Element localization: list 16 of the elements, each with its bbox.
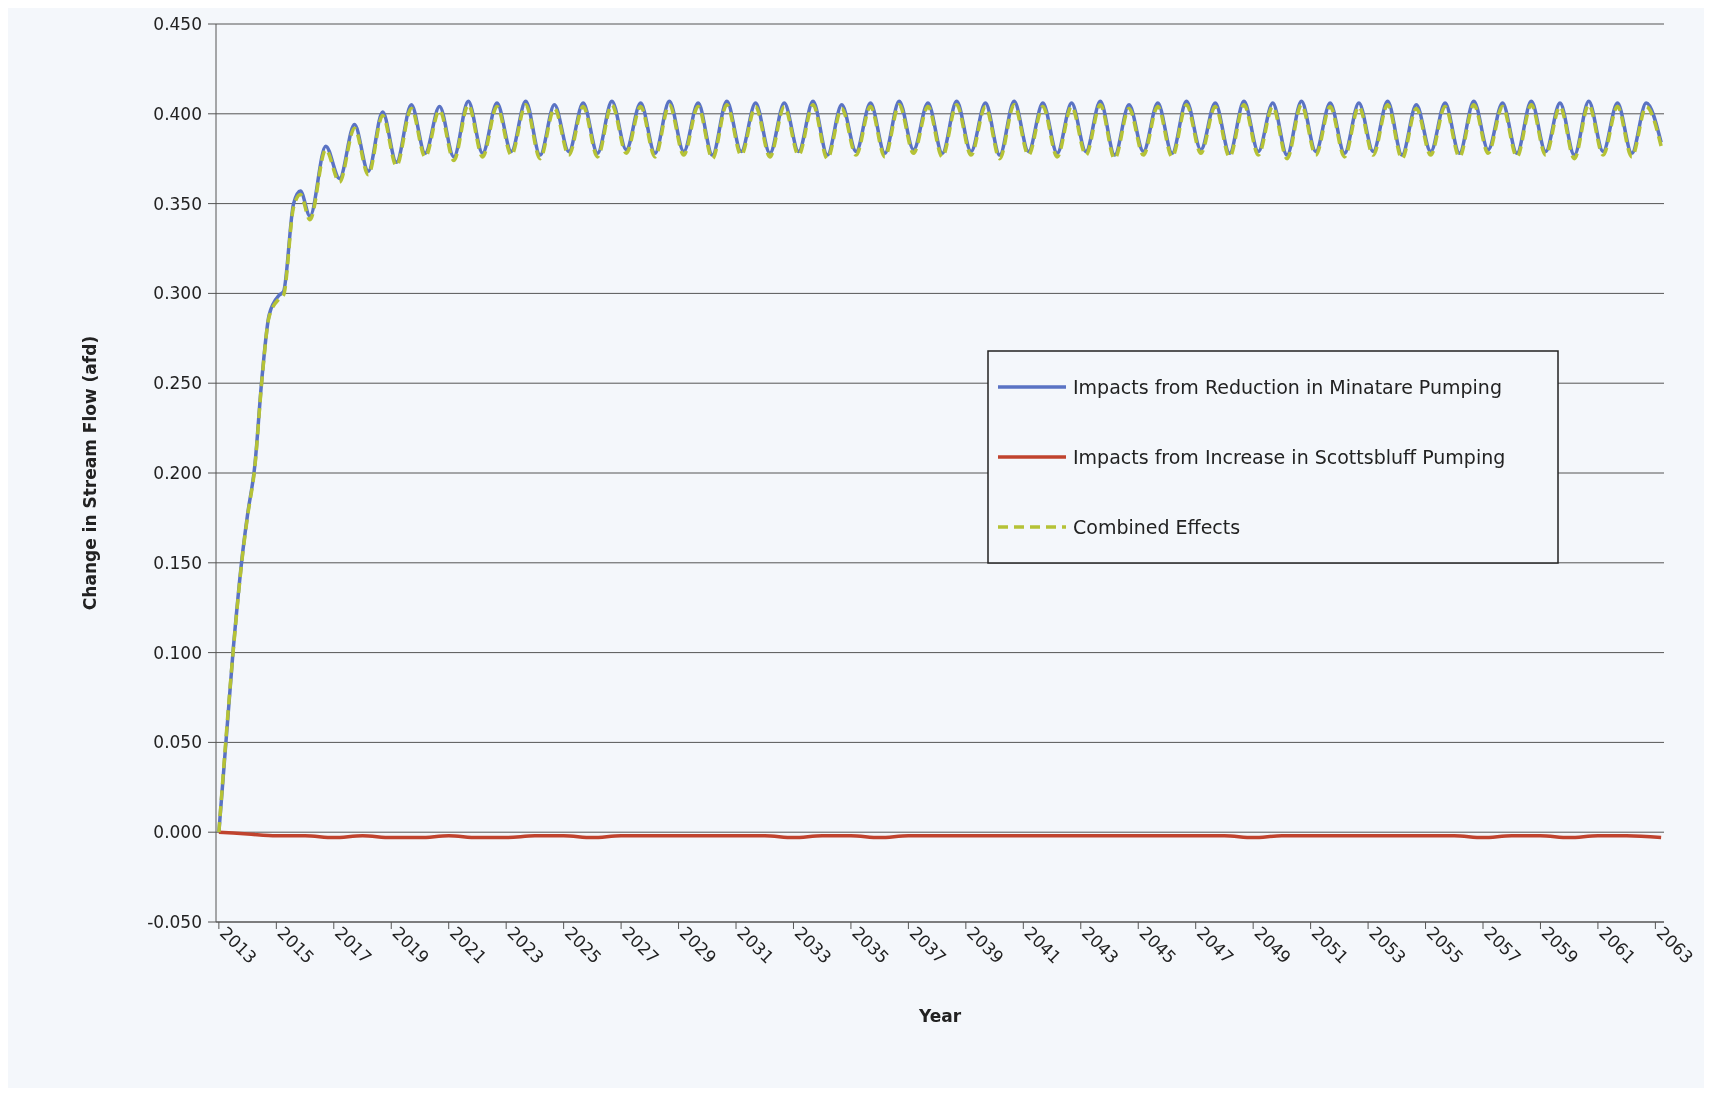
y-tick-label: 0.450: [153, 13, 202, 34]
legend-label: Combined Effects: [1073, 515, 1241, 538]
x-axis-title: Year: [917, 1006, 962, 1026]
y-tick-label: 0.050: [153, 732, 202, 753]
y-tick-label: 0.400: [153, 103, 202, 124]
y-tick-label: 0.150: [153, 552, 202, 573]
legend-label: Impacts from Increase in Scottsbluff Pumping: [1073, 445, 1506, 468]
y-tick-label: 0.000: [153, 822, 202, 843]
y-tick-label: 0.300: [153, 283, 202, 304]
legend-label: Impacts from Reduction in Minatare Pumping: [1073, 375, 1502, 398]
y-tick-label: 0.350: [153, 193, 202, 214]
y-tick-label: 0.250: [153, 373, 202, 394]
y-axis-title: Change in Stream Flow (afd): [80, 335, 100, 611]
y-tick-label: 0.200: [153, 462, 202, 483]
y-tick-label: 0.100: [153, 642, 202, 663]
y-tick-label: -0.050: [147, 911, 202, 932]
